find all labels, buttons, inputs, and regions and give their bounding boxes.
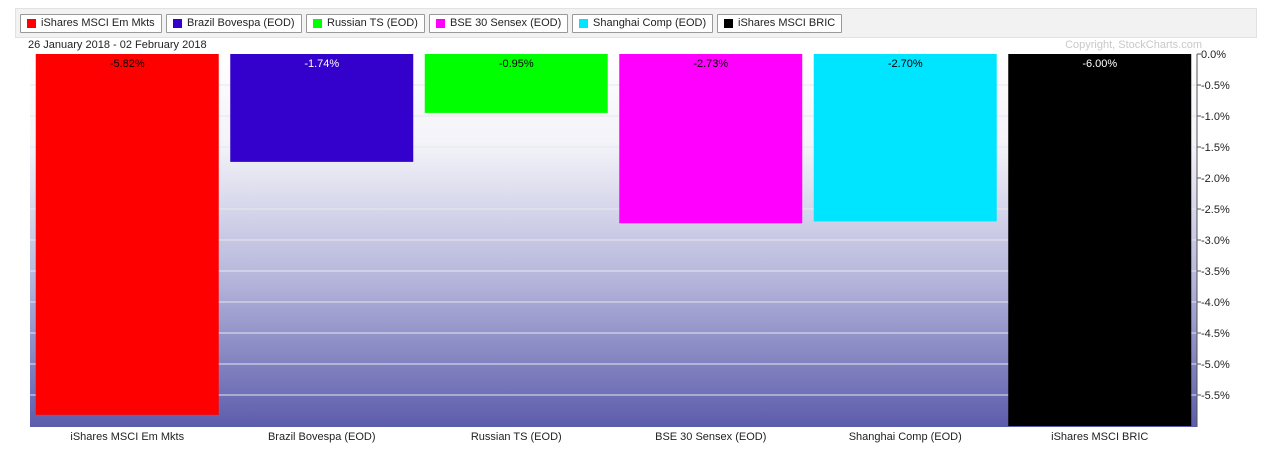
legend-label: BSE 30 Sensex (EOD) (450, 17, 562, 29)
legend-item[interactable]: Shanghai Comp (EOD) (572, 14, 714, 33)
legend-item[interactable]: BSE 30 Sensex (EOD) (429, 14, 569, 33)
x-category-label: BSE 30 Sensex (EOD) (655, 431, 766, 443)
bar-value-label: -6.00% (1082, 58, 1117, 70)
chart: -5.82% -1.74% -0.95% -2.73% -2.70% -6.00% 0.0… (30, 49, 1230, 443)
legend-label: Brazil Bovespa (EOD) (187, 17, 295, 29)
bar-value-label: -5.82% (110, 58, 145, 70)
y-tick-label: -0.5% (1201, 80, 1230, 92)
y-tick-label: -4.0% (1201, 297, 1230, 309)
legend-label: Russian TS (EOD) (327, 17, 418, 29)
y-tick-label: -1.5% (1201, 142, 1230, 154)
legend-item[interactable]: iShares MSCI Em Mkts (20, 14, 162, 33)
bar[interactable] (619, 54, 803, 224)
bar[interactable] (230, 54, 414, 162)
legend-label: Shanghai Comp (EOD) (593, 17, 707, 29)
date-range: 26 January 2018 - 02 February 2018 (28, 39, 207, 51)
legend-label: iShares MSCI Em Mkts (41, 17, 155, 29)
x-category-label: Russian TS (EOD) (471, 431, 562, 443)
y-tick-label: -4.5% (1201, 328, 1230, 340)
legend-swatch (724, 19, 733, 28)
copyright: Copyright, StockCharts.com (1065, 39, 1202, 51)
bar-value-label: -2.70% (888, 58, 923, 70)
bar[interactable] (35, 54, 219, 415)
legend: iShares MSCI Em Mkts Brazil Bovespa (EOD)… (15, 8, 1257, 38)
bar[interactable] (813, 54, 997, 222)
legend-swatch (579, 19, 588, 28)
legend-label: iShares MSCI BRIC (738, 17, 836, 29)
x-category-label: iShares MSCI BRIC (1051, 431, 1148, 443)
x-category-label: Brazil Bovespa (EOD) (268, 431, 376, 443)
y-tick-label: -2.0% (1201, 173, 1230, 185)
y-tick-label: -5.5% (1201, 390, 1230, 402)
legend-swatch (173, 19, 182, 28)
x-category-label: Shanghai Comp (EOD) (849, 431, 962, 443)
bar[interactable] (1008, 54, 1192, 426)
bar-value-label: -1.74% (304, 58, 339, 70)
y-tick-label: -5.0% (1201, 359, 1230, 371)
x-category-label: iShares MSCI Em Mkts (70, 431, 184, 443)
bar-value-label: -2.73% (693, 58, 728, 70)
legend-item[interactable]: Brazil Bovespa (EOD) (166, 14, 302, 33)
y-tick-label: -3.0% (1201, 235, 1230, 247)
y-tick-label: 0.0% (1201, 49, 1226, 61)
legend-item[interactable]: iShares MSCI BRIC (717, 14, 843, 33)
bar[interactable] (424, 54, 608, 113)
y-tick-label: -2.5% (1201, 204, 1230, 216)
bar-value-label: -0.95% (499, 58, 534, 70)
legend-swatch (436, 19, 445, 28)
legend-swatch (27, 19, 36, 28)
y-tick-label: -3.5% (1201, 266, 1230, 278)
y-tick-label: -1.0% (1201, 111, 1230, 123)
legend-swatch (313, 19, 322, 28)
legend-item[interactable]: Russian TS (EOD) (306, 14, 425, 33)
chart-frame: iShares MSCI Em Mkts Brazil Bovespa (EOD)… (15, 8, 1257, 444)
